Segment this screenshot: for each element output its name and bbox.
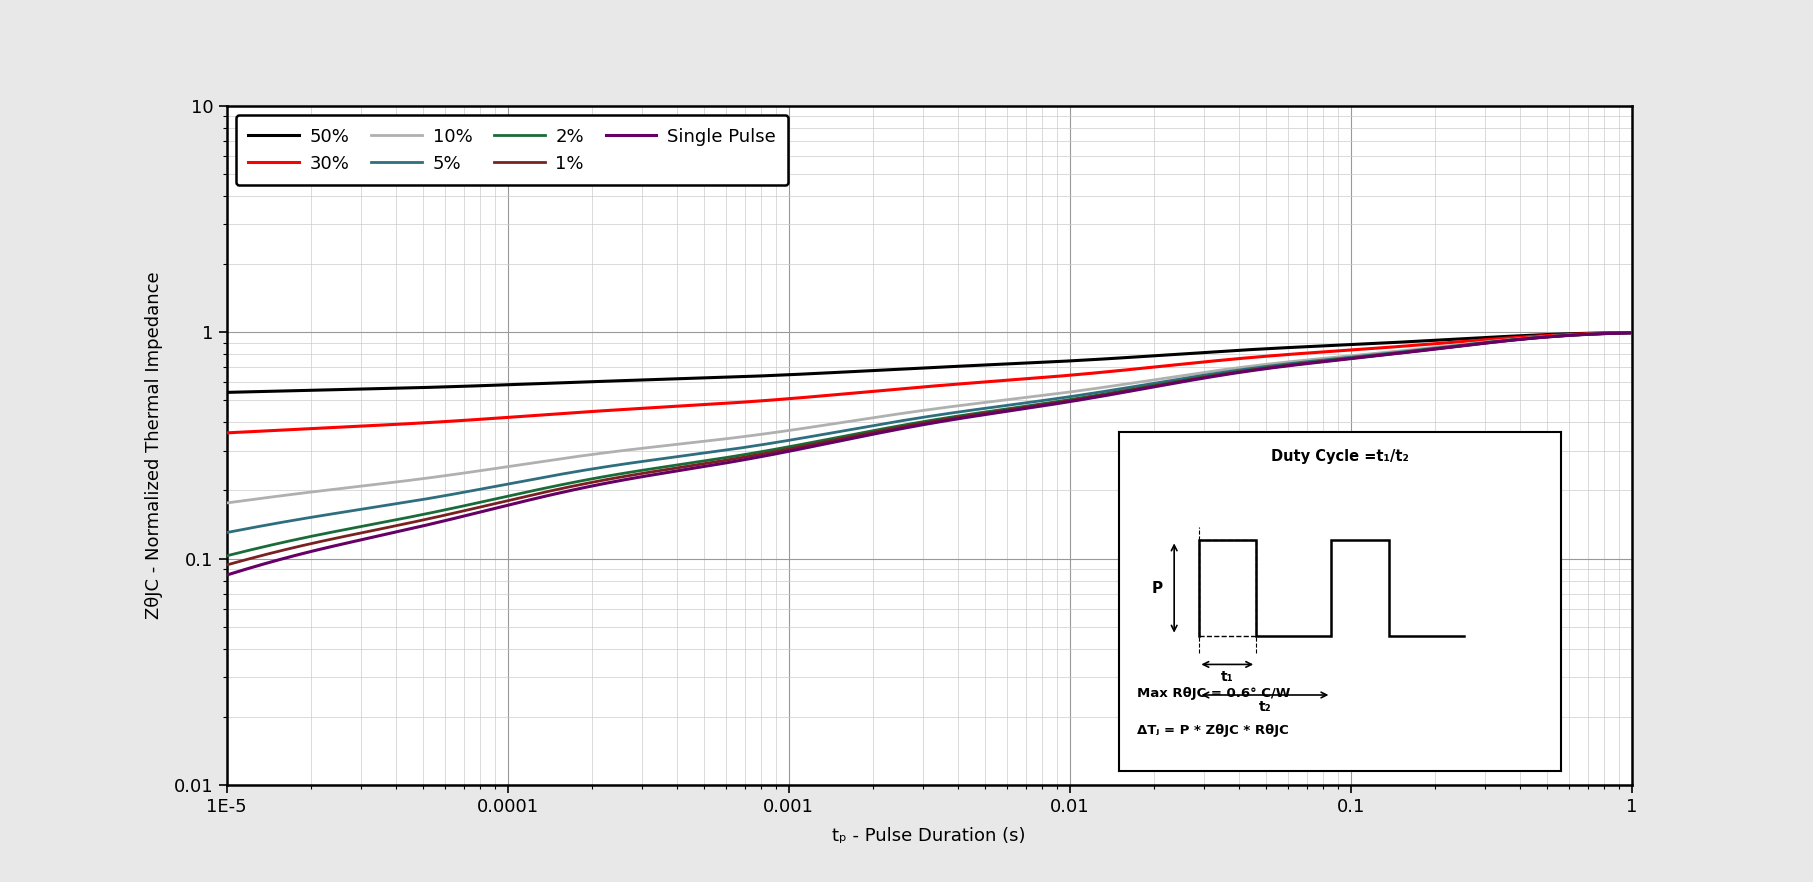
Text: Max RθJC = 0.6° C/W: Max RθJC = 0.6° C/W [1137,686,1289,699]
50% [1425,335,1447,346]
50% [303,385,325,395]
2% [1282,359,1304,370]
Single Pulse [1282,360,1304,370]
Line: 1%: 1% [227,333,1632,565]
10% [303,487,325,497]
1% [1425,343,1447,354]
30% [1032,372,1053,383]
2% [1111,385,1133,396]
1% [1621,327,1643,338]
1% [1111,386,1133,397]
Single Pulse [1032,400,1053,411]
Legend: 50%, 30%, 10%, 5%, 2%, 1%, Single Pulse: 50%, 30%, 10%, 5%, 2%, 1%, Single Pulse [236,115,789,185]
2% [303,531,325,542]
2% [1068,392,1090,403]
50% [1068,355,1090,366]
5% [1032,395,1053,406]
Y-axis label: ZθJC - Normalized Thermal Impedance: ZθJC - Normalized Thermal Impedance [145,272,163,619]
Line: 30%: 30% [227,333,1632,433]
Single Pulse [1425,344,1447,355]
10% [1621,327,1643,338]
1% [303,538,325,549]
5% [1282,358,1304,369]
X-axis label: tₚ - Pulse Duration (s): tₚ - Pulse Duration (s) [832,827,1026,845]
2% [1425,343,1447,354]
50% [216,387,238,398]
5% [1621,327,1643,338]
50% [1032,357,1053,368]
Single Pulse [1068,395,1090,406]
Line: 10%: 10% [227,333,1632,503]
10% [1282,356,1304,367]
Text: t₁: t₁ [1220,669,1233,684]
10% [1425,342,1447,353]
Single Pulse [1621,327,1643,338]
Text: P: P [1151,580,1164,595]
Text: ΔTⱼ = P * ZθJC * RθJC: ΔTⱼ = P * ZθJC * RθJC [1137,724,1289,736]
2% [1621,327,1643,338]
Single Pulse [216,570,238,580]
30% [1425,339,1447,349]
Text: Duty Cycle =t₁/t₂: Duty Cycle =t₁/t₂ [1271,449,1409,464]
5% [1425,343,1447,354]
10% [216,497,238,508]
30% [303,423,325,434]
1% [216,560,238,571]
Line: 50%: 50% [227,333,1632,392]
30% [1068,369,1090,379]
30% [216,428,238,438]
1% [1032,400,1053,410]
1% [1282,360,1304,370]
5% [1068,390,1090,400]
1% [1068,393,1090,404]
Line: Single Pulse: Single Pulse [227,333,1632,575]
Text: t₂: t₂ [1258,700,1271,714]
5% [303,512,325,522]
Single Pulse [1111,387,1133,398]
10% [1032,390,1053,400]
50% [1111,353,1133,363]
30% [1282,349,1304,360]
5% [1111,384,1133,394]
50% [1282,342,1304,353]
Line: 2%: 2% [227,333,1632,556]
Line: 5%: 5% [227,333,1632,533]
50% [1621,327,1643,338]
2% [216,550,238,561]
10% [1111,379,1133,390]
30% [1111,365,1133,376]
Single Pulse [303,546,325,557]
5% [216,527,238,538]
30% [1621,327,1643,338]
10% [1068,385,1090,396]
2% [1032,399,1053,409]
